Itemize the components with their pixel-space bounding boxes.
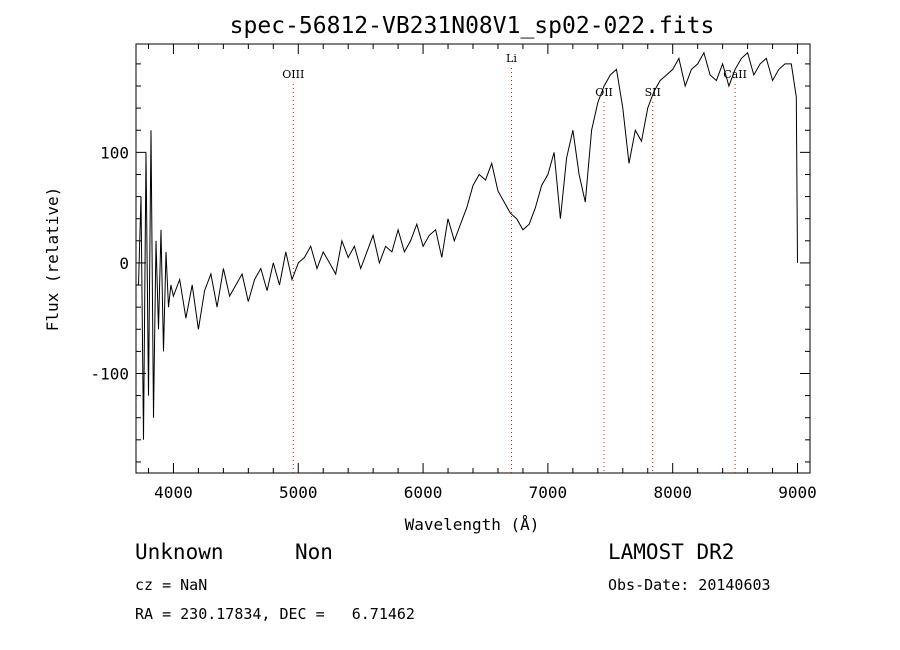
x-axis-label: Wavelength (Å) — [405, 515, 540, 534]
x-tick-label: 4000 — [154, 483, 193, 502]
y-tick-label: -100 — [90, 364, 129, 383]
y-tick-label: 100 — [100, 143, 129, 162]
y-tick-label: 0 — [119, 254, 129, 273]
spectral-line-markers: OIII Li OII SII CaII — [282, 52, 747, 473]
y-axis-label: Flux (relative) — [43, 187, 62, 332]
axis-ticks: 4000 5000 6000 7000 8000 9000 -100 0 100 — [90, 44, 817, 502]
obs-date-text: Obs-Date: 20140603 — [608, 576, 771, 594]
spectrum-line — [138, 51, 798, 440]
spectral-line-label: Li — [506, 52, 517, 65]
plot-frame — [135, 43, 811, 474]
chart-title: spec-56812-VB231N08V1_sp02-022.fits — [230, 13, 715, 39]
redshift-text: cz = NaN — [135, 576, 208, 594]
spectral-line-label: OII — [595, 86, 613, 99]
spectral-line-label: CaII — [723, 68, 747, 81]
x-tick-label: 5000 — [279, 483, 318, 502]
coordinates-text: RA = 230.17834, DEC = 6.71462 — [135, 605, 415, 623]
object-subclass: Non — [295, 540, 333, 564]
x-tick-label: 7000 — [529, 483, 568, 502]
spectral-line-label: OIII — [282, 68, 304, 81]
survey-label: LAMOST DR2 — [608, 540, 735, 564]
x-tick-label: 8000 — [653, 483, 692, 502]
spectral-line-label: SII — [645, 86, 661, 99]
x-tick-label: 6000 — [404, 483, 443, 502]
object-class: Unknown — [135, 540, 224, 564]
x-tick-label: 9000 — [778, 483, 817, 502]
